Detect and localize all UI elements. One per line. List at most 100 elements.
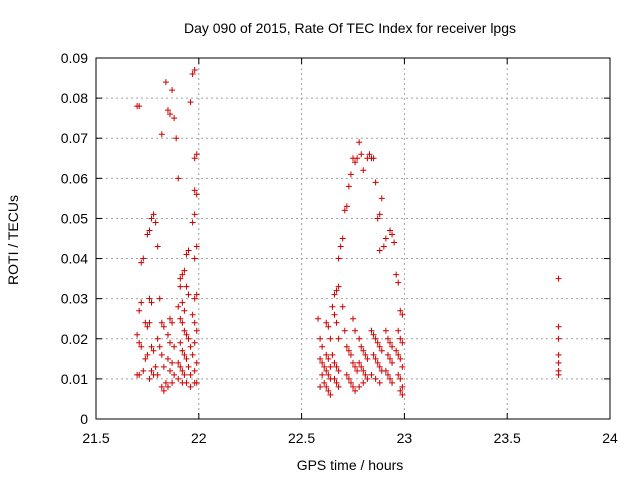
data-point bbox=[193, 191, 200, 198]
data-point bbox=[354, 155, 361, 162]
data-point bbox=[331, 375, 338, 382]
data-point bbox=[323, 383, 330, 390]
data-point bbox=[350, 359, 356, 366]
data-point bbox=[146, 375, 153, 382]
data-point bbox=[191, 211, 198, 218]
data-point bbox=[138, 299, 145, 306]
data-point bbox=[372, 179, 379, 186]
data-point bbox=[333, 319, 340, 326]
data-point bbox=[395, 371, 402, 378]
data-point bbox=[397, 355, 404, 362]
data-point bbox=[331, 311, 338, 318]
data-point bbox=[337, 243, 344, 250]
data-point bbox=[183, 251, 190, 258]
data-point bbox=[333, 363, 340, 370]
data-point bbox=[389, 379, 396, 386]
data-point bbox=[327, 363, 334, 370]
y-axis-label: ROTI / TECUs bbox=[5, 195, 21, 285]
data-point bbox=[374, 215, 381, 222]
y-tick-label: 0.03 bbox=[61, 291, 88, 307]
data-point bbox=[376, 343, 383, 350]
data-point bbox=[181, 327, 188, 334]
data-point bbox=[319, 343, 326, 350]
data-point bbox=[154, 243, 161, 250]
data-point bbox=[152, 219, 159, 226]
data-point bbox=[333, 379, 340, 386]
data-point bbox=[339, 235, 346, 242]
plot-frame bbox=[95, 57, 611, 420]
data-point bbox=[387, 375, 394, 382]
data-point bbox=[339, 303, 346, 310]
data-point bbox=[366, 151, 373, 158]
data-point bbox=[343, 203, 350, 210]
data-point bbox=[158, 383, 165, 390]
data-point bbox=[370, 155, 377, 162]
data-point bbox=[335, 255, 342, 262]
data-point bbox=[140, 367, 147, 374]
data-point bbox=[399, 383, 406, 390]
data-point bbox=[393, 347, 400, 354]
data-point bbox=[555, 351, 562, 358]
data-point bbox=[358, 151, 365, 158]
data-point bbox=[167, 111, 174, 118]
data-point bbox=[317, 383, 324, 390]
data-point bbox=[378, 195, 385, 202]
data-point bbox=[393, 271, 400, 278]
data-point bbox=[350, 383, 356, 390]
data-point bbox=[185, 247, 192, 254]
data-point bbox=[162, 379, 169, 386]
data-point bbox=[193, 327, 200, 334]
data-point bbox=[169, 87, 176, 94]
data-point bbox=[171, 343, 178, 350]
data-point bbox=[323, 351, 330, 358]
data-point bbox=[185, 291, 192, 298]
data-point bbox=[364, 355, 371, 362]
data-point bbox=[191, 295, 198, 302]
data-point bbox=[360, 379, 367, 386]
y-tick-label: 0.05 bbox=[61, 210, 88, 226]
x-tick-label: 23 bbox=[397, 430, 413, 446]
data-point bbox=[179, 299, 186, 306]
data-point bbox=[319, 359, 326, 366]
data-point bbox=[368, 371, 375, 378]
data-point bbox=[376, 247, 383, 254]
data-point bbox=[399, 311, 406, 318]
data-point bbox=[158, 351, 165, 358]
data-point bbox=[177, 315, 184, 322]
data-point bbox=[315, 315, 322, 322]
data-point bbox=[175, 175, 182, 182]
data-point bbox=[181, 351, 188, 358]
data-point bbox=[187, 371, 194, 378]
data-point bbox=[148, 299, 155, 306]
data-point bbox=[555, 359, 562, 366]
data-point bbox=[144, 351, 151, 358]
data-point bbox=[169, 379, 176, 386]
data-point bbox=[372, 335, 379, 342]
data-point bbox=[395, 351, 402, 358]
y-tick-label: 0 bbox=[80, 411, 88, 427]
data-point bbox=[142, 355, 149, 362]
data-point bbox=[193, 243, 200, 250]
data-point bbox=[372, 355, 379, 362]
data-point bbox=[164, 331, 171, 338]
data-point bbox=[191, 67, 198, 74]
data-point bbox=[391, 239, 398, 246]
grid-layer bbox=[96, 58, 610, 419]
data-point bbox=[162, 79, 169, 86]
data-point bbox=[193, 291, 200, 298]
data-point bbox=[389, 359, 396, 366]
data-point bbox=[387, 355, 394, 362]
data-point bbox=[193, 151, 200, 158]
data-point bbox=[160, 363, 167, 370]
data-point bbox=[185, 363, 192, 370]
x-tick-label: 21.5 bbox=[82, 430, 109, 446]
data-point bbox=[148, 215, 155, 222]
data-point bbox=[397, 307, 404, 314]
x-axis-label: GPS time / hours bbox=[297, 457, 404, 473]
data-point bbox=[333, 287, 340, 294]
y-tick-label: 0.04 bbox=[61, 251, 88, 267]
data-point bbox=[191, 187, 198, 194]
data-point bbox=[335, 367, 342, 374]
data-points bbox=[134, 67, 562, 398]
data-point bbox=[347, 171, 354, 178]
